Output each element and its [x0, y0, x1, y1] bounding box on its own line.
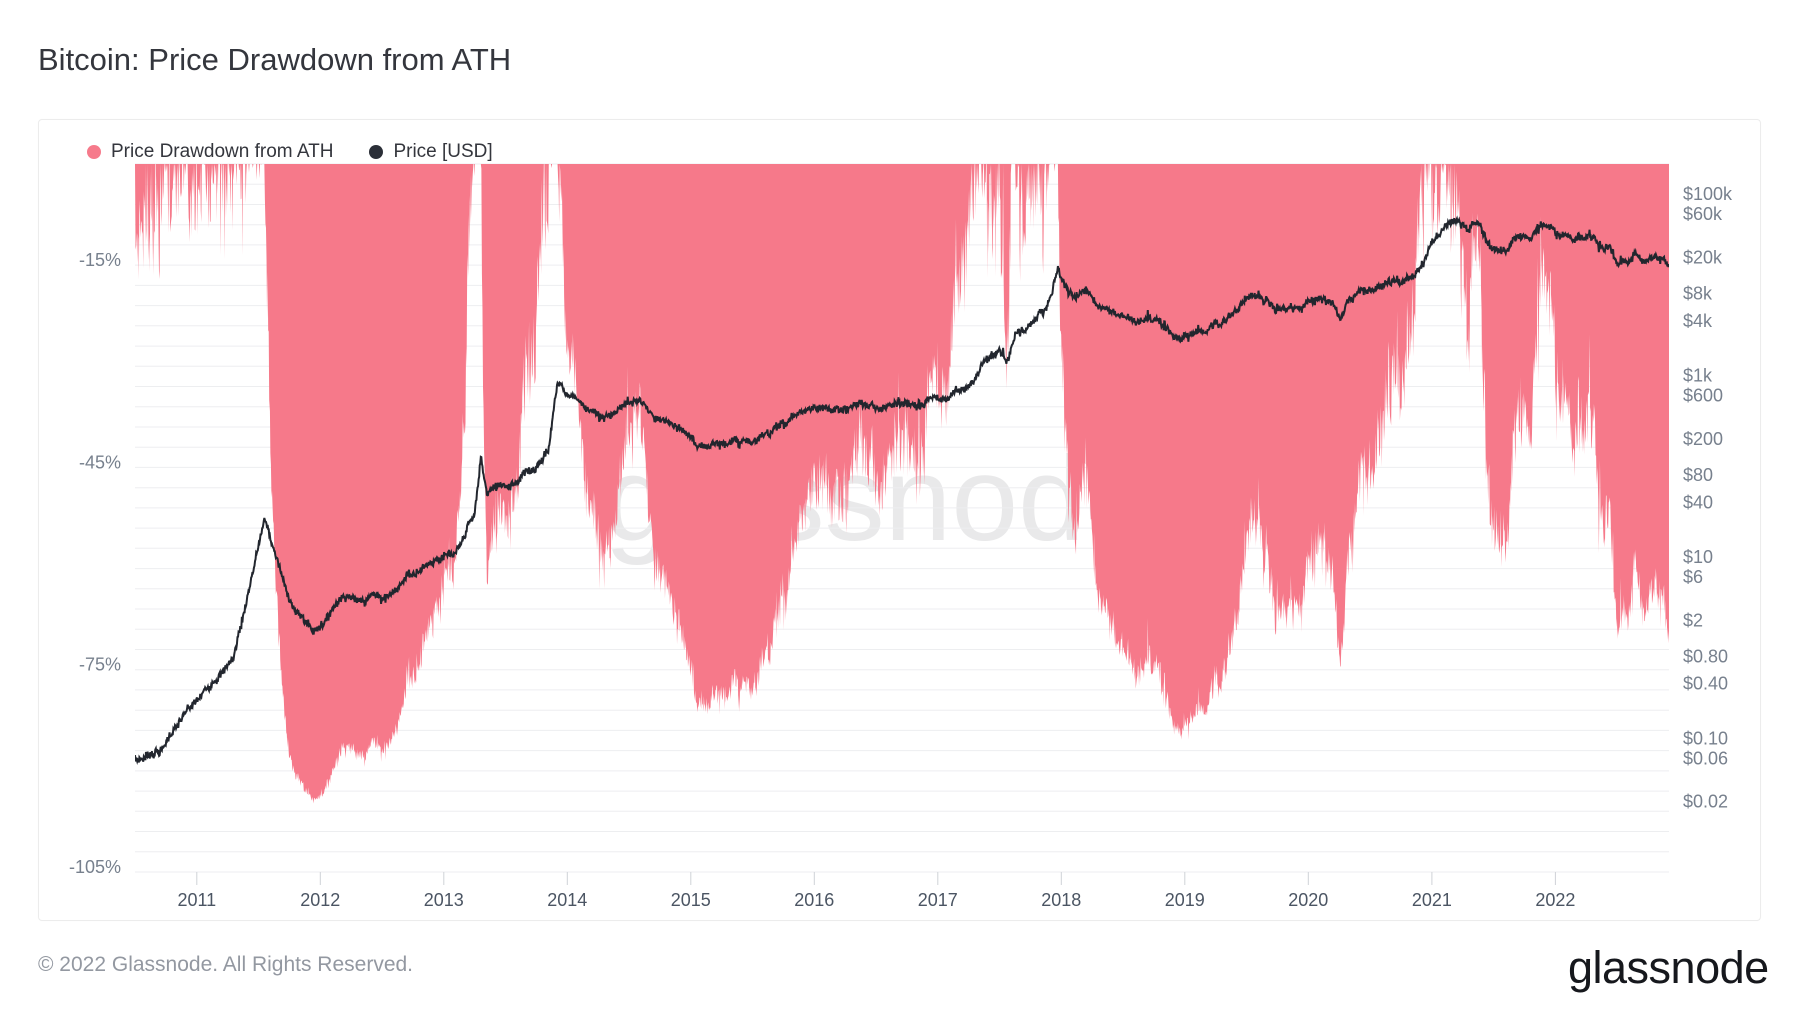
svg-text:$600: $600 [1683, 386, 1723, 406]
svg-text:2019: 2019 [1165, 890, 1205, 910]
svg-text:$0.80: $0.80 [1683, 646, 1728, 666]
svg-text:$60k: $60k [1683, 204, 1723, 224]
svg-text:2022: 2022 [1535, 890, 1575, 910]
svg-text:$0.06: $0.06 [1683, 748, 1728, 768]
svg-text:$1k: $1k [1683, 366, 1713, 386]
svg-text:$80: $80 [1683, 465, 1713, 485]
svg-text:$10: $10 [1683, 547, 1713, 567]
svg-text:2014: 2014 [547, 890, 587, 910]
svg-text:$40: $40 [1683, 492, 1713, 512]
svg-text:$0.02: $0.02 [1683, 792, 1728, 812]
svg-text:$200: $200 [1683, 429, 1723, 449]
svg-text:$20k: $20k [1683, 248, 1723, 268]
svg-text:-45%: -45% [79, 452, 121, 472]
svg-text:2012: 2012 [300, 890, 340, 910]
svg-text:$0.40: $0.40 [1683, 674, 1728, 694]
svg-text:2016: 2016 [794, 890, 834, 910]
svg-text:2020: 2020 [1288, 890, 1328, 910]
svg-text:$6: $6 [1683, 567, 1703, 587]
svg-text:2021: 2021 [1412, 890, 1452, 910]
svg-text:2013: 2013 [424, 890, 464, 910]
svg-text:2018: 2018 [1041, 890, 1081, 910]
svg-text:$100k: $100k [1683, 184, 1733, 204]
svg-text:2017: 2017 [918, 890, 958, 910]
svg-text:-105%: -105% [69, 857, 121, 877]
svg-text:-15%: -15% [79, 250, 121, 270]
svg-text:$8k: $8k [1683, 284, 1713, 304]
svg-text:$4k: $4k [1683, 311, 1713, 331]
svg-text:$2: $2 [1683, 610, 1703, 630]
svg-text:2011: 2011 [177, 890, 216, 910]
svg-text:2015: 2015 [671, 890, 711, 910]
svg-text:-75%: -75% [79, 655, 121, 675]
svg-text:$0.10: $0.10 [1683, 728, 1728, 748]
